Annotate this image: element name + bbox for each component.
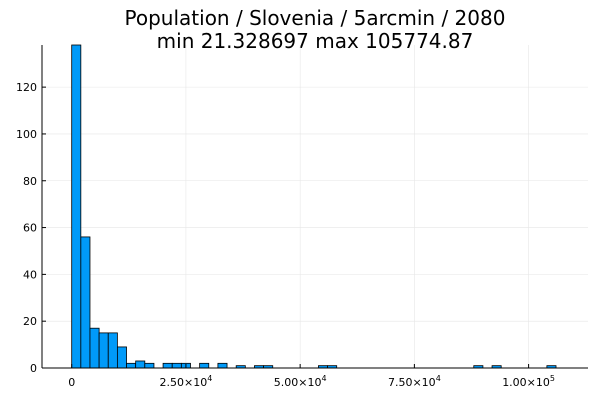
histogram-bar — [80, 236, 91, 369]
y-tick-label-0: 0 — [30, 362, 37, 375]
histogram-bar — [98, 332, 109, 369]
histogram-bar — [107, 332, 118, 369]
y-tick-label-1: 20 — [23, 315, 37, 328]
chart-title-line-1: Population / Slovenia / 5arcmin / 2080 — [125, 6, 506, 30]
y-tick-label-3: 60 — [23, 222, 37, 235]
histogram-bar — [199, 362, 210, 369]
x-tick-label-4: 1.00×105 — [502, 374, 555, 389]
histogram-bar — [89, 327, 100, 369]
chart-title-line-2: min 21.328697 max 105774.87 — [157, 29, 474, 53]
x-tick-label-3: 7.50×104 — [388, 374, 441, 389]
axes — [41, 45, 588, 369]
histogram-bar — [144, 362, 155, 369]
histogram-bar — [217, 362, 228, 369]
histogram-bar — [171, 362, 182, 369]
histogram-bars — [71, 44, 557, 369]
histogram-bar — [135, 360, 146, 369]
x-tick-label-0: 0 — [68, 376, 75, 389]
y-tick-label-6: 120 — [16, 81, 37, 94]
histogram-bar — [126, 362, 137, 369]
histogram-bar — [116, 346, 127, 369]
grid-lines — [42, 45, 588, 369]
y-tick-label-4: 80 — [23, 175, 37, 188]
tick-labels: 0 20 40 60 80 100 120 0 2.50×104 5.00×104 7.50×104… — [16, 81, 555, 389]
histogram-bar — [71, 44, 82, 369]
x-tick-label-1: 2.50×104 — [160, 374, 213, 389]
y-tick-label-2: 40 — [23, 268, 37, 281]
x-tick-label-2: 5.00×104 — [274, 374, 327, 389]
y-tick-label-5: 100 — [16, 128, 37, 141]
histogram-bar — [162, 362, 173, 369]
